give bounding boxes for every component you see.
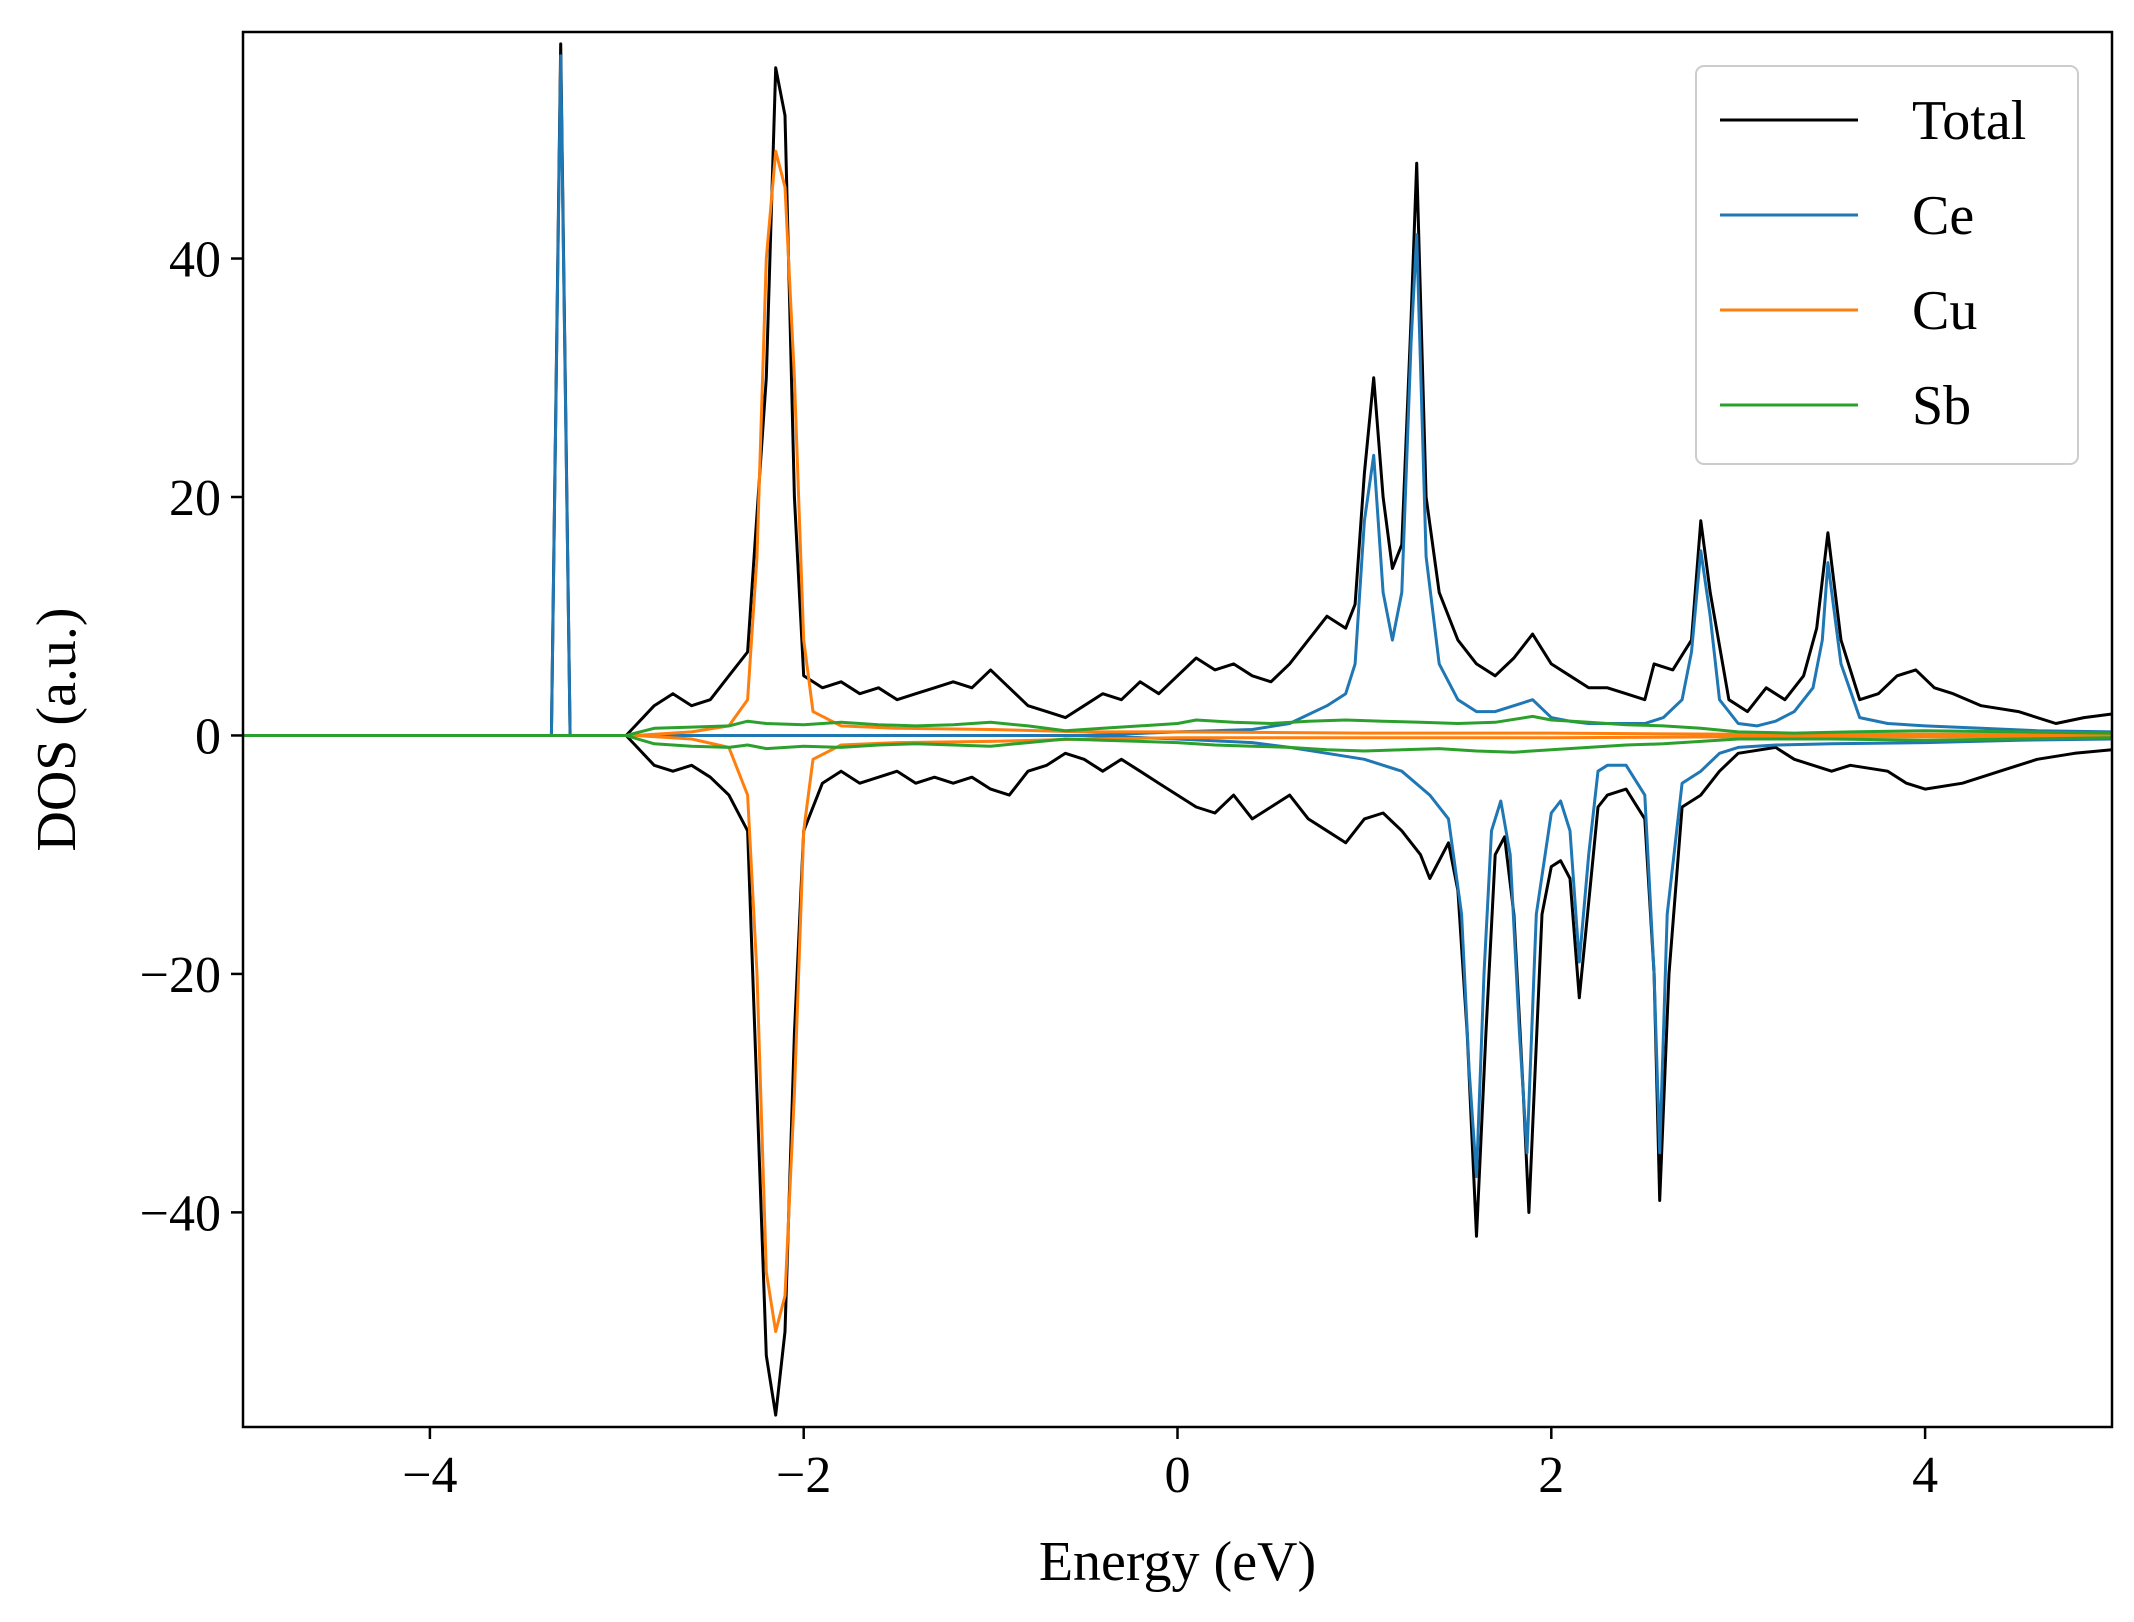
sb-spin-up-line — [243, 714, 2112, 737]
total-spin-up-line — [243, 42, 2112, 737]
y-tick-label: 20 — [169, 470, 221, 527]
cu-spin-up-line — [243, 149, 2112, 737]
legend-label-sb: Sb — [1912, 375, 1971, 437]
legend-items: Total Ce Cu Sb — [1720, 90, 2026, 437]
series-layer — [243, 42, 2112, 1417]
legend-label-ce: Ce — [1912, 185, 1974, 247]
x-tick-label: −4 — [402, 1447, 457, 1504]
y-tick-label: −40 — [140, 1185, 221, 1242]
legend: Total Ce Cu Sb — [1695, 65, 2079, 465]
x-tick-label: 2 — [1538, 1447, 1564, 1504]
sb-spin-down-line — [243, 734, 2112, 754]
x-tick-label: −2 — [776, 1447, 831, 1504]
y-tick-label: 0 — [195, 708, 221, 765]
x-axis-label: Energy (eV) — [1039, 1531, 1316, 1593]
y-tick-label: 40 — [169, 232, 221, 289]
x-tick-label: 4 — [1912, 1447, 1938, 1504]
y-axis-label: DOS (a.u.) — [26, 607, 88, 851]
cu-spin-down-line — [243, 734, 2112, 1334]
ce-spin-down-line — [243, 734, 2112, 1179]
total-spin-down-line — [243, 734, 2112, 1417]
x-tick-label: 0 — [1165, 1447, 1191, 1504]
legend-label-cu: Cu — [1912, 280, 1977, 342]
legend-label-total: Total — [1912, 90, 2026, 152]
legend-box — [1695, 65, 2079, 465]
y-tick-label: −20 — [140, 947, 221, 1004]
